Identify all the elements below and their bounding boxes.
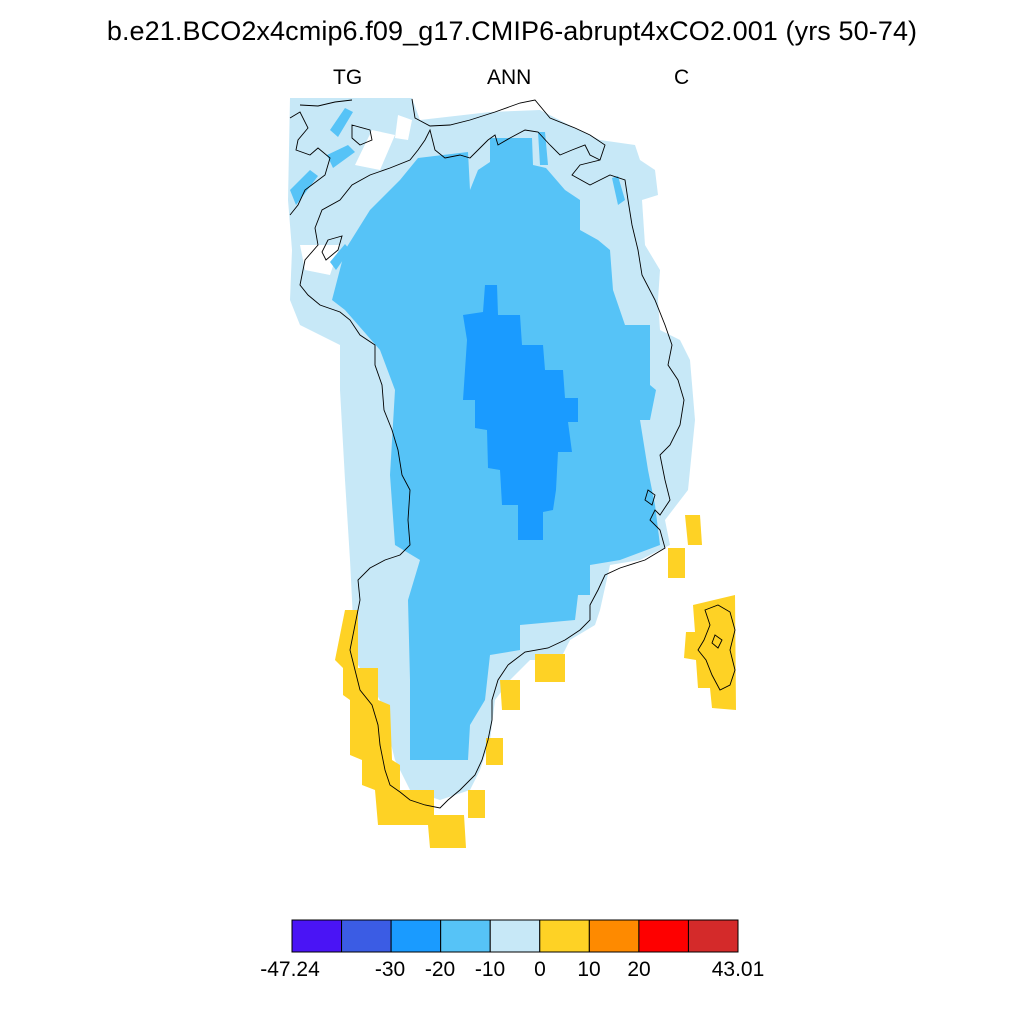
colorbar-tick-label: 43.01 — [711, 958, 765, 981]
gap-cells — [300, 115, 412, 275]
colorbar-swatch — [440, 919, 491, 953]
coastline — [289, 98, 736, 809]
colorbar-tick-label: 10 — [577, 958, 601, 981]
figure-title: b.e21.BCO2x4cmip6.f09_g17.CMIP6-abrupt4x… — [106, 16, 918, 46]
season-label: ANN — [487, 66, 532, 89]
colorbar-tick-label: 0 — [534, 958, 546, 981]
colorbar-tick-label: 20 — [627, 958, 651, 981]
colorbar-swatch — [638, 919, 689, 953]
colorbar-swatch — [588, 919, 640, 953]
colorbar-swatch — [539, 919, 590, 953]
colorbar-swatch — [341, 919, 392, 953]
colorbar-swatch — [390, 919, 442, 953]
colorbar-tick-label: -20 — [424, 958, 456, 981]
colorbar-tick-label: -47.24 — [260, 958, 320, 981]
colorbar-swatch — [687, 919, 739, 953]
units-label: C — [674, 66, 690, 89]
colorbar-tick-label: -10 — [474, 958, 506, 981]
band-yellow — [335, 515, 736, 848]
band-dark-blue — [463, 285, 578, 540]
variable-label: TG — [333, 66, 363, 89]
colorbar-swatch — [291, 919, 343, 953]
colorbar-swatch — [489, 919, 541, 953]
colorbar-tick-label: -30 — [374, 958, 406, 981]
